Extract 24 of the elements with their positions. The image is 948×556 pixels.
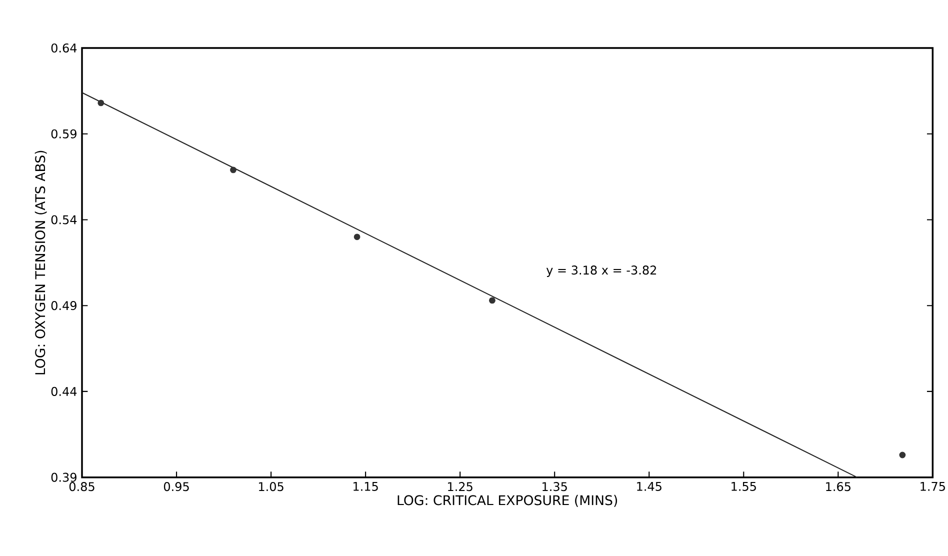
- x-tick-label: 1.25: [448, 482, 472, 492]
- x-tick-label: 1.05: [258, 482, 284, 492]
- x-tick-label: 0.85: [69, 482, 94, 492]
- point: [354, 234, 360, 240]
- x-tick-label: 1.55: [732, 482, 756, 491]
- x-tick-label: 1.15: [354, 482, 378, 491]
- x-axis-title: LOG: CRITICAL EXPOSURE (MINS): [398, 494, 618, 507]
- x-tick-label: 1.65: [826, 482, 850, 492]
- annotation: y = 3.18 x = -3.82: [546, 266, 656, 277]
- y-axis-title: LOG: OXYGEN TENSION (ATS ABS): [34, 150, 47, 374]
- y-tick-label: 0.54: [51, 215, 77, 224]
- y-tick-label: 0.39: [51, 472, 76, 482]
- point: [230, 166, 236, 174]
- x-tick-label: 1.45: [637, 482, 662, 491]
- y-tick-label: 0.49: [51, 301, 76, 310]
- y-tick-label: 0.64: [51, 43, 77, 53]
- x-tick-label: 1.35: [542, 482, 567, 492]
- y-tick-label: 0.59: [51, 129, 76, 138]
- point: [98, 100, 104, 106]
- x-tick-label: 1.75: [920, 482, 945, 491]
- point: [489, 297, 496, 304]
- point: [899, 452, 906, 458]
- y-tick-label: 0.44: [51, 386, 77, 396]
- x-tick-label: 0.95: [164, 482, 189, 492]
